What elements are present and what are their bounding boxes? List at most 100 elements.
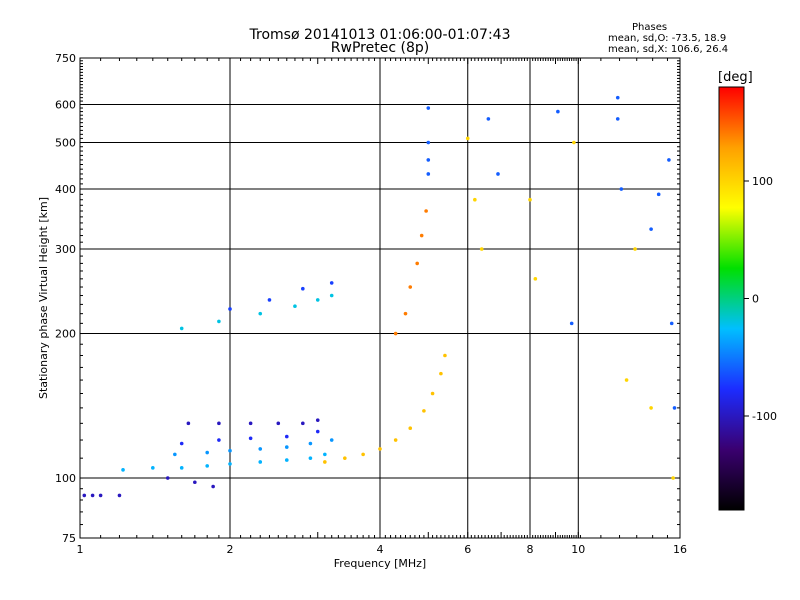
F-upper-trace-point	[258, 311, 263, 316]
stats-x-line: mean, sd,X: 106.6, 26.4	[608, 44, 729, 55]
X-E-trace-point	[443, 353, 447, 358]
E-trace-4-point	[248, 421, 253, 426]
low-O-trace-point	[117, 493, 122, 498]
mid-far-points-point	[572, 140, 576, 145]
X-E-trace-point	[393, 438, 398, 442]
X-E-trace-point	[323, 460, 327, 464]
stats-o-line: mean, sd,O: -73.5, 18.9	[608, 33, 727, 44]
E-trace-2-point	[228, 448, 232, 453]
stats-title: Phases	[632, 22, 668, 33]
y-tick-label: 750	[55, 52, 76, 65]
X-F-trace-point	[419, 233, 424, 238]
F-upper-trace-2-point	[301, 286, 305, 291]
colorbar-unit-label: [deg]	[718, 70, 753, 85]
E-trace-3-point	[248, 436, 253, 441]
x-tick-label: 4	[377, 543, 384, 556]
X-F-trace-point	[424, 209, 428, 213]
mid-far-points-point	[479, 247, 484, 251]
E-trace-1-point	[228, 462, 232, 466]
E-trace-1-point	[284, 458, 289, 462]
mid-far-points-point	[633, 247, 637, 251]
far-points-point	[569, 321, 574, 326]
x-tick-label: 2	[227, 543, 234, 556]
E-trace-1-point	[308, 456, 313, 460]
E-trace-3-point	[284, 434, 289, 439]
X-F-trace-point	[415, 261, 419, 266]
E-trace-1-point	[258, 460, 263, 464]
mid-far-points-point	[533, 277, 538, 281]
y-tick-label: 200	[55, 328, 76, 341]
X-F-trace-point	[393, 331, 398, 336]
colorbar-tick-label: 100	[752, 175, 773, 188]
far-points-point	[426, 140, 431, 145]
x-tick-label: 6	[464, 543, 471, 556]
far-points-point	[667, 158, 671, 162]
E-trace-2-point	[308, 441, 313, 446]
low-O-trace-point	[90, 493, 95, 498]
F-upper-trace-point	[293, 304, 297, 309]
X-E-trace-point	[361, 452, 365, 457]
low-O-trace-point	[82, 493, 87, 498]
F-upper-trace-2-point	[228, 307, 232, 311]
X-E-trace-point	[430, 391, 435, 396]
x-tick-label: 8	[527, 543, 534, 556]
E-trace-1-point	[121, 468, 125, 472]
E-trace-1-point	[151, 466, 155, 470]
E-trace-2-point	[205, 450, 209, 455]
E-trace-4-point	[315, 418, 320, 422]
E-trace-1-point	[179, 466, 184, 470]
y-tick-label: 100	[55, 472, 76, 485]
far-points-point	[649, 227, 653, 231]
E-trace-3-point	[315, 429, 320, 434]
y-axis-label: Stationary phase Virtual Height [km]	[37, 197, 50, 399]
y-tick-label: 500	[55, 137, 76, 150]
E-trace-2-point	[329, 438, 334, 442]
X-E-trace-point	[422, 409, 426, 413]
F-upper-trace-2-point	[267, 298, 272, 302]
mid-far-points-point	[624, 378, 629, 382]
F-upper-trace-point	[315, 298, 320, 302]
y-tick-label: 600	[55, 99, 76, 112]
mid-far-points-point	[649, 406, 653, 410]
far-points-point	[669, 321, 674, 326]
X-E-trace-point	[408, 426, 413, 431]
E-trace-4-point	[301, 421, 305, 426]
E-trace-2-point	[284, 445, 289, 449]
chart-title: Tromsø 20141013 01:06:00-01:07:43	[249, 27, 511, 43]
E-trace-1-point	[205, 464, 209, 468]
E-trace-4-point	[186, 421, 191, 426]
E-trace-3-point	[217, 438, 221, 442]
E-trace-4-point	[276, 421, 281, 426]
mid-far-points-point	[473, 197, 477, 202]
colorbar-tick-label: -100	[752, 410, 777, 423]
far-points-point	[656, 192, 661, 197]
E-trace-1-point	[323, 452, 327, 457]
far-points-point	[426, 172, 431, 176]
X-E-trace-point	[378, 447, 382, 451]
y-tick-label: 75	[62, 532, 76, 545]
colorbar-tick-label: 0	[752, 293, 759, 306]
far-points-point	[615, 117, 620, 121]
far-points-point	[486, 117, 491, 121]
low-O-trace-point	[165, 476, 170, 480]
X-F-trace-point	[408, 285, 413, 289]
far-points-point	[556, 109, 560, 114]
far-points-point	[619, 187, 624, 191]
low-O-trace-point	[211, 484, 215, 489]
mid-far-points-point	[465, 136, 470, 141]
far-points-point	[615, 95, 620, 100]
F-upper-trace-point	[179, 326, 184, 331]
far-points-point	[426, 106, 431, 110]
far-points-point	[426, 158, 431, 162]
x-tick-label: 1	[77, 543, 84, 556]
far-points-point	[672, 406, 677, 410]
y-tick-label: 400	[55, 183, 76, 196]
x-axis-label: Frequency [MHz]	[334, 557, 426, 570]
X-E-trace-point	[439, 371, 443, 376]
mid-far-points-point	[528, 197, 532, 202]
mid-far-points-point	[671, 476, 675, 480]
low-O-trace-point	[98, 493, 103, 498]
x-tick-label: 10	[571, 543, 585, 556]
E-trace-2-point	[173, 452, 177, 457]
